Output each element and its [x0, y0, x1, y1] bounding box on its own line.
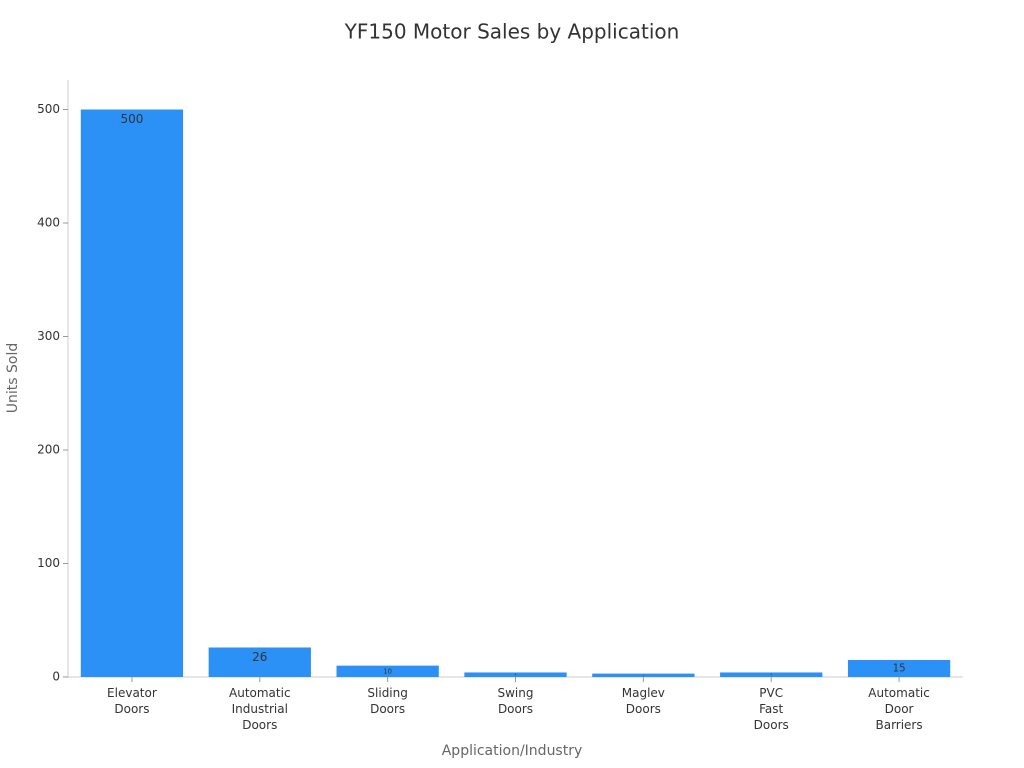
- data-label: 500: [120, 112, 143, 126]
- y-tick-label: 500: [37, 102, 60, 116]
- x-tick-label: Automatic Door Barriers: [868, 686, 930, 732]
- x-tick-label: Automatic Industrial Doors: [229, 686, 291, 732]
- x-axis-title: Application/Industry: [442, 743, 583, 759]
- y-tick-label: 100: [37, 556, 60, 570]
- bar: [592, 673, 695, 677]
- x-tick-label: Elevator Doors: [107, 686, 157, 716]
- y-tick-label: 300: [37, 329, 60, 343]
- bar: [80, 109, 184, 677]
- chart-title: YF150 Motor Sales by Application: [344, 20, 680, 44]
- y-tick-label: 400: [37, 216, 60, 230]
- data-label: 26: [252, 650, 267, 664]
- data-label: 4: [515, 673, 517, 677]
- x-tick-label: Swing Doors: [497, 686, 534, 716]
- x-tick-label: Maglev Doors: [621, 686, 665, 716]
- data-label: 15: [893, 663, 906, 674]
- y-tick-label: 200: [37, 443, 60, 457]
- x-tick-label: PVC Fast Doors: [753, 686, 789, 732]
- data-label: 4: [770, 673, 772, 677]
- bar: [847, 659, 951, 677]
- y-tick-label: 0: [52, 670, 60, 684]
- bar: [336, 665, 439, 677]
- bar: [720, 672, 823, 677]
- bar: [208, 647, 311, 677]
- data-label: 10: [383, 667, 392, 675]
- data-label: 3: [643, 675, 645, 677]
- y-axis-title: Units Sold: [5, 343, 21, 413]
- x-tick-label: Sliding Doors: [367, 686, 408, 716]
- bar: [464, 672, 567, 677]
